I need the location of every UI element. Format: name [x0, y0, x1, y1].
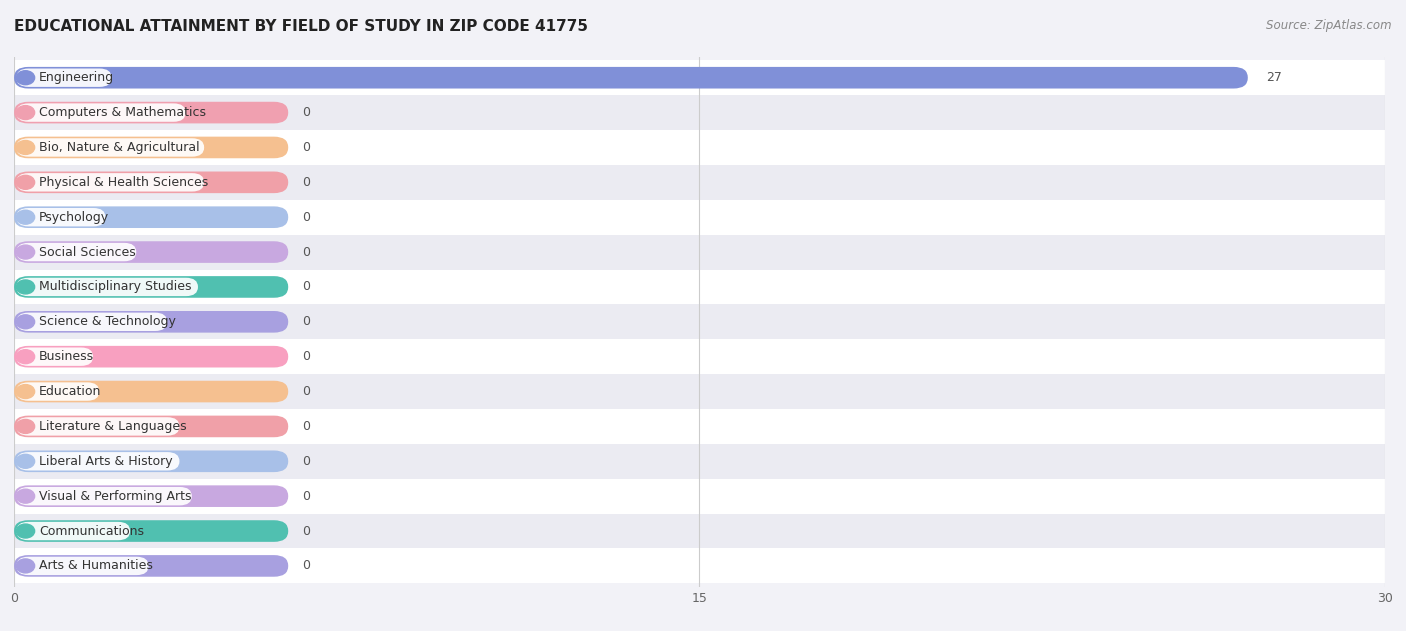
- Bar: [14, 200, 1385, 235]
- FancyBboxPatch shape: [17, 243, 136, 261]
- Text: 0: 0: [302, 524, 309, 538]
- FancyBboxPatch shape: [17, 522, 131, 540]
- Circle shape: [17, 280, 35, 294]
- Text: Science & Technology: Science & Technology: [39, 316, 176, 328]
- Circle shape: [17, 105, 35, 119]
- Text: Multidisciplinary Studies: Multidisciplinary Studies: [39, 280, 191, 293]
- Bar: [14, 374, 1385, 409]
- Bar: [14, 479, 1385, 514]
- FancyBboxPatch shape: [17, 208, 105, 227]
- FancyBboxPatch shape: [17, 173, 204, 192]
- Text: Social Sciences: Social Sciences: [39, 245, 136, 259]
- Text: 0: 0: [302, 176, 309, 189]
- Text: 0: 0: [302, 245, 309, 259]
- FancyBboxPatch shape: [14, 102, 288, 124]
- Bar: [14, 409, 1385, 444]
- Text: 0: 0: [302, 385, 309, 398]
- Bar: [14, 269, 1385, 304]
- Bar: [14, 339, 1385, 374]
- FancyBboxPatch shape: [17, 69, 111, 87]
- Text: Business: Business: [39, 350, 94, 363]
- Text: Arts & Humanities: Arts & Humanities: [39, 560, 153, 572]
- Circle shape: [17, 245, 35, 259]
- Circle shape: [17, 210, 35, 224]
- FancyBboxPatch shape: [14, 67, 1249, 88]
- FancyBboxPatch shape: [14, 485, 288, 507]
- Text: 0: 0: [302, 280, 309, 293]
- Bar: [14, 235, 1385, 269]
- Text: Education: Education: [39, 385, 101, 398]
- FancyBboxPatch shape: [14, 451, 288, 472]
- Text: Visual & Performing Arts: Visual & Performing Arts: [39, 490, 191, 503]
- Text: 27: 27: [1267, 71, 1282, 84]
- Bar: [14, 95, 1385, 130]
- FancyBboxPatch shape: [14, 206, 288, 228]
- FancyBboxPatch shape: [14, 346, 288, 367]
- Text: Computers & Mathematics: Computers & Mathematics: [39, 106, 207, 119]
- Circle shape: [17, 384, 35, 399]
- Bar: [14, 130, 1385, 165]
- FancyBboxPatch shape: [14, 137, 288, 158]
- FancyBboxPatch shape: [17, 417, 180, 435]
- FancyBboxPatch shape: [14, 380, 288, 403]
- Circle shape: [17, 489, 35, 503]
- FancyBboxPatch shape: [14, 555, 288, 577]
- FancyBboxPatch shape: [17, 452, 180, 471]
- FancyBboxPatch shape: [17, 382, 100, 401]
- Text: Physical & Health Sciences: Physical & Health Sciences: [39, 176, 208, 189]
- FancyBboxPatch shape: [17, 487, 191, 505]
- Bar: [14, 165, 1385, 200]
- Text: 0: 0: [302, 455, 309, 468]
- Circle shape: [17, 141, 35, 155]
- FancyBboxPatch shape: [14, 276, 288, 298]
- Text: 0: 0: [302, 141, 309, 154]
- Circle shape: [17, 559, 35, 573]
- Bar: [14, 548, 1385, 583]
- Text: Literature & Languages: Literature & Languages: [39, 420, 187, 433]
- FancyBboxPatch shape: [17, 138, 204, 156]
- FancyBboxPatch shape: [17, 278, 198, 296]
- FancyBboxPatch shape: [17, 103, 186, 122]
- FancyBboxPatch shape: [17, 348, 93, 366]
- Bar: [14, 61, 1385, 95]
- FancyBboxPatch shape: [14, 416, 288, 437]
- Bar: [14, 514, 1385, 548]
- Circle shape: [17, 315, 35, 329]
- FancyBboxPatch shape: [14, 311, 288, 333]
- Text: 0: 0: [302, 560, 309, 572]
- Text: 0: 0: [302, 490, 309, 503]
- FancyBboxPatch shape: [17, 312, 167, 331]
- Text: 0: 0: [302, 350, 309, 363]
- FancyBboxPatch shape: [14, 241, 288, 263]
- Text: EDUCATIONAL ATTAINMENT BY FIELD OF STUDY IN ZIP CODE 41775: EDUCATIONAL ATTAINMENT BY FIELD OF STUDY…: [14, 19, 588, 34]
- Text: 0: 0: [302, 211, 309, 224]
- Text: Engineering: Engineering: [39, 71, 114, 84]
- Text: Communications: Communications: [39, 524, 145, 538]
- Circle shape: [17, 454, 35, 468]
- Text: Liberal Arts & History: Liberal Arts & History: [39, 455, 173, 468]
- Text: Psychology: Psychology: [39, 211, 110, 224]
- Circle shape: [17, 420, 35, 433]
- FancyBboxPatch shape: [17, 557, 149, 575]
- Bar: [14, 444, 1385, 479]
- FancyBboxPatch shape: [14, 172, 288, 193]
- Text: Bio, Nature & Agricultural: Bio, Nature & Agricultural: [39, 141, 200, 154]
- Circle shape: [17, 175, 35, 189]
- Text: Source: ZipAtlas.com: Source: ZipAtlas.com: [1267, 19, 1392, 32]
- Text: 0: 0: [302, 316, 309, 328]
- Text: 0: 0: [302, 420, 309, 433]
- Circle shape: [17, 524, 35, 538]
- Circle shape: [17, 71, 35, 85]
- Text: 0: 0: [302, 106, 309, 119]
- Circle shape: [17, 350, 35, 363]
- FancyBboxPatch shape: [14, 520, 288, 542]
- Bar: [14, 304, 1385, 339]
